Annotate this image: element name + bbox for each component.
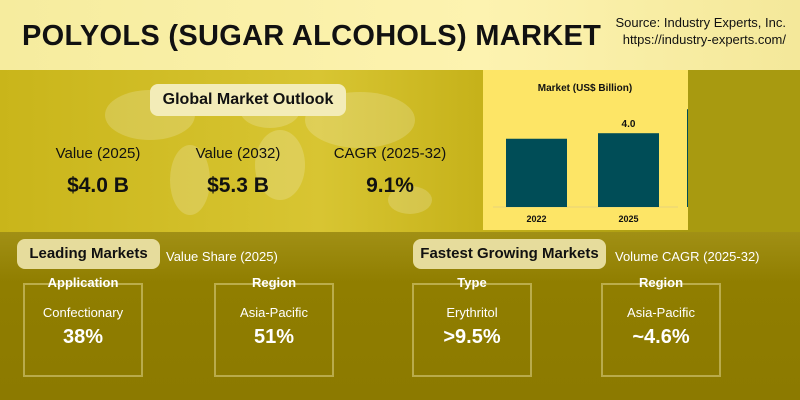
- value-2032: Value (2032) $5.3 B: [188, 145, 288, 198]
- kv-label: Value (2025): [55, 145, 141, 162]
- value-2025: Value (2025) $4.0 B: [48, 145, 148, 198]
- x-tick-label: 2025: [618, 214, 638, 224]
- box-name: Asia-Pacific: [240, 305, 308, 320]
- kv-label: Value (2032): [195, 145, 281, 162]
- bar-2022: [506, 138, 567, 207]
- global-outlook-label: Global Market Outlook: [150, 84, 346, 116]
- kv-label: CAGR (2025-32): [333, 145, 447, 162]
- source-url[interactable]: https://industry-experts.com/: [622, 32, 786, 47]
- source-name: Source: Industry Experts, Inc.: [615, 15, 786, 30]
- page-title: POLYOLS (SUGAR ALCOHOLS) MARKET: [22, 20, 602, 52]
- box-value: ~4.6%: [632, 326, 690, 348]
- source: Source: Industry Experts, Inc. https://i…: [615, 14, 786, 48]
- header: POLYOLS (SUGAR ALCOHOLS) MARKET Source: …: [0, 0, 800, 70]
- kv-value: $4.0 B: [67, 174, 129, 197]
- fastest-type-box: Type Erythritol >9.5%: [412, 275, 532, 377]
- fastest-region-box: Region Asia-Pacific ~4.6%: [601, 275, 721, 377]
- box-heading: Type: [457, 275, 487, 290]
- leading-markets-label: Leading Markets: [17, 239, 160, 269]
- fastest-markets-label: Fastest Growing Markets: [413, 239, 606, 269]
- box-heading: Region: [251, 275, 297, 290]
- data-label: 4.0: [622, 119, 636, 130]
- box-value: 38%: [62, 326, 104, 348]
- leading-application-box: Application Confectionary 38%: [23, 275, 143, 377]
- kv-value: 9.1%: [366, 174, 414, 197]
- box-name: Asia-Pacific: [627, 305, 695, 320]
- x-tick-label: 2022: [526, 214, 546, 224]
- cagr: CAGR (2025-32) 9.1%: [330, 145, 450, 198]
- fastest-subtitle: Volume CAGR (2025-32): [615, 249, 760, 264]
- box-value: >9.5%: [443, 326, 501, 348]
- bar-2025: [598, 133, 659, 207]
- bar-2031: [687, 109, 748, 207]
- leading-subtitle: Value Share (2025): [166, 249, 278, 264]
- leading-region-box: Region Asia-Pacific 51%: [214, 275, 334, 377]
- box-heading: Region: [638, 275, 684, 290]
- chart-title: Market (US$ Billion): [538, 83, 632, 94]
- box-name: Confectionary: [42, 305, 124, 320]
- box-heading: Application: [47, 275, 119, 290]
- box-name: Erythritol: [446, 305, 498, 320]
- kv-value: $5.3 B: [207, 174, 269, 197]
- box-value: 51%: [253, 326, 295, 348]
